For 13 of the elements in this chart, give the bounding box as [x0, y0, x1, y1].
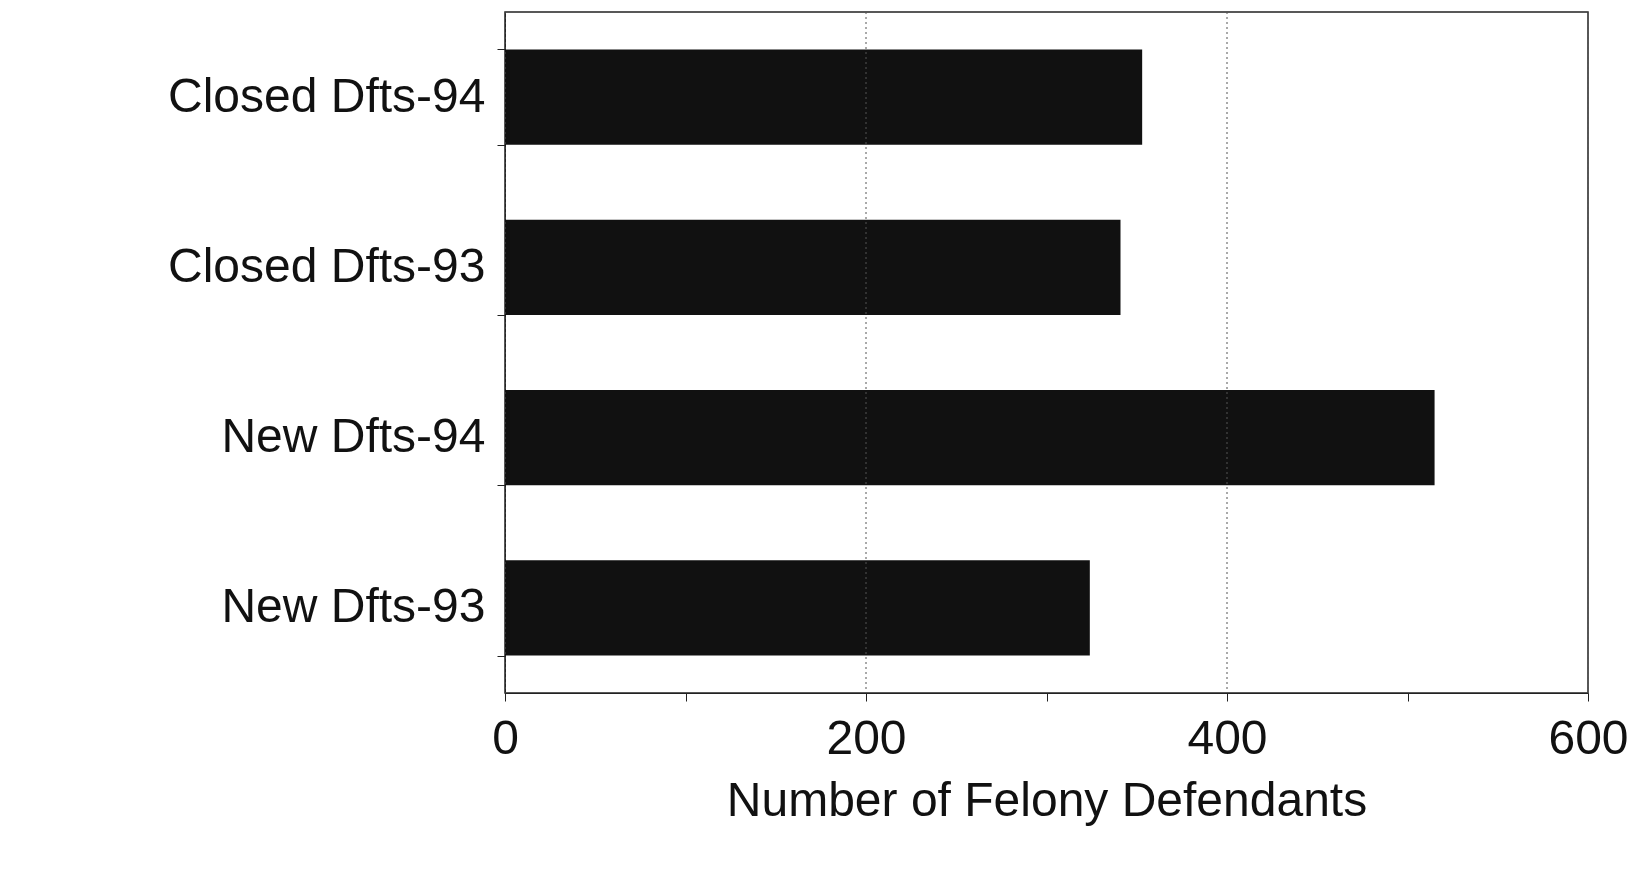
y-tick-label: Closed Dfts-94 — [168, 68, 486, 122]
bar — [505, 49, 1143, 145]
y-tick-label: Closed Dfts-93 — [168, 238, 486, 292]
x-axis-title: Number of Felony Defendants — [726, 772, 1368, 826]
x-tick-label: 600 — [1548, 710, 1629, 764]
x-tick-label: 400 — [1187, 710, 1268, 764]
x-tick-label: 200 — [826, 710, 907, 764]
bar — [505, 560, 1090, 656]
bar — [505, 389, 1435, 486]
y-tick-label: New Dfts-93 — [221, 579, 486, 633]
y-tick-label: New Dfts-94 — [221, 409, 486, 463]
x-tick-label: 0 — [492, 710, 519, 764]
bar — [505, 219, 1121, 316]
